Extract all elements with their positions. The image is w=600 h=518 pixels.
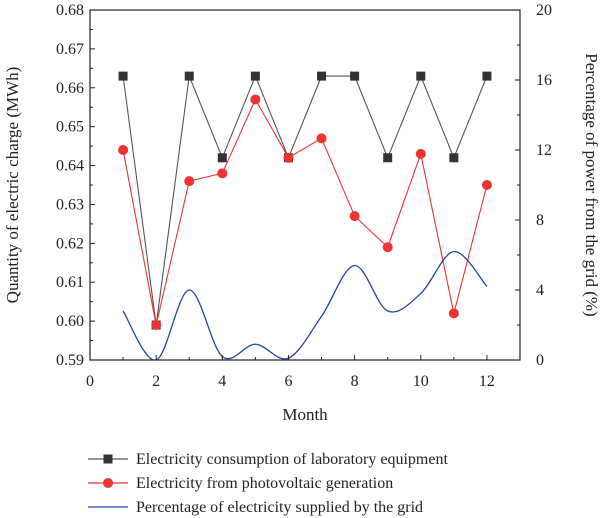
data-point-square [217, 153, 227, 163]
data-point-circle [382, 242, 393, 253]
data-point-square [118, 71, 128, 81]
data-point-circle [217, 168, 228, 179]
y-left-tick-label: 0.60 [56, 313, 84, 330]
series-line [122, 73, 488, 326]
y-right-tick-label: 16 [536, 72, 552, 89]
data-point-circle [250, 94, 261, 105]
y-right-tick-label: 4 [536, 282, 544, 299]
x-tick-label: 2 [152, 373, 160, 390]
data-point-square [250, 71, 260, 81]
x-tick-label: 4 [218, 373, 226, 390]
x-tick-label: 8 [351, 373, 359, 390]
y-left-tick-label: 0.66 [56, 80, 84, 97]
y-right-tick-label: 0 [536, 352, 544, 369]
y-left-tick-label: 0.62 [56, 235, 84, 252]
legend-item-3: Percentage of electricity supplied by th… [88, 499, 423, 516]
legend-swatch-circle [103, 478, 113, 488]
axes: 0 2 4 6 8 10 12 0.59 0.60 0.61 0.62 0.63 0.64 0.65 0.6… [56, 2, 552, 390]
legend: Electricity consumption of laboratory eq… [88, 451, 448, 516]
data-point-square [449, 153, 459, 163]
data-point-circle [481, 180, 492, 190]
y-left-tick-label: 0.64 [56, 158, 84, 175]
data-point-circle [316, 133, 327, 144]
y-axis-right-title: Percentage of power from the grid (%) [582, 53, 600, 316]
data-point-circle [151, 320, 162, 330]
legend-item-1: Electricity consumption of laboratory eq… [88, 451, 448, 468]
data-point-circle [118, 145, 129, 155]
series-line [122, 250, 488, 360]
y-right-tick-label: 20 [536, 2, 552, 19]
x-tick-label: 10 [413, 373, 429, 390]
y-left-tick-label: 0.63 [56, 196, 84, 213]
legend-label: Electricity consumption of laboratory eq… [136, 451, 448, 468]
legend-label: Electricity from photovoltaic generation [136, 475, 393, 492]
y-axis-left-title: Quantity of electric charge (MWh) [3, 67, 22, 304]
y-left-tick-label: 0.68 [56, 2, 84, 19]
data-point-square [350, 71, 360, 81]
data-point-square [383, 153, 393, 163]
x-tick-label: 0 [86, 373, 94, 390]
y-left-tick-label: 0.59 [56, 352, 84, 369]
data-point-square [184, 71, 194, 81]
x-tick-label: 6 [284, 373, 292, 390]
data-point-square [416, 71, 426, 81]
data-point-circle [448, 308, 459, 319]
legend-label: Percentage of electricity supplied by th… [136, 499, 423, 516]
data-point-circle [415, 148, 426, 159]
data-point-square [482, 71, 492, 81]
x-axis-title: Month [282, 405, 328, 424]
y-left-tick-label: 0.61 [56, 274, 84, 291]
data-point-circle [184, 176, 195, 187]
series-line [122, 98, 488, 326]
series-2 [118, 94, 492, 330]
y-left-tick-label: 0.65 [56, 119, 84, 136]
data-point-circle [283, 152, 294, 163]
series-3 [122, 250, 488, 360]
data-point-square [317, 71, 327, 81]
y-right-tick-label: 8 [536, 212, 544, 229]
legend-item-2: Electricity from photovoltaic generation [88, 475, 393, 492]
x-tick-label: 12 [479, 373, 495, 390]
series-layer [118, 71, 492, 360]
y-right-tick-label: 12 [536, 142, 552, 159]
data-point-circle [349, 211, 360, 222]
y-left-tick-label: 0.67 [56, 41, 84, 58]
series-1 [118, 71, 492, 330]
legend-swatch-square [103, 454, 113, 464]
